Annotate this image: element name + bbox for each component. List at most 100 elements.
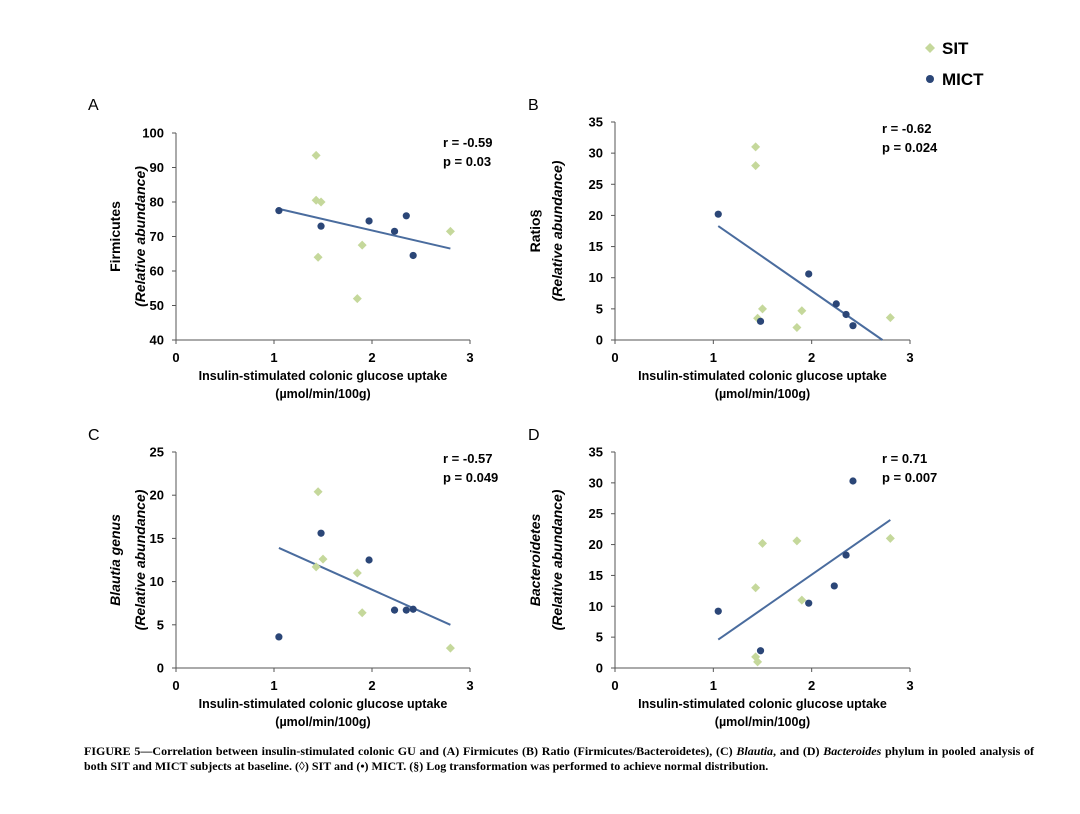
panel-d-fit-line xyxy=(717,519,891,641)
panel-c-point-mict xyxy=(402,606,410,614)
panel-a-y-tick-label: 100 xyxy=(142,126,164,141)
panel-a-point-mict xyxy=(365,217,373,225)
panel-b-point-mict xyxy=(832,300,840,308)
panel-d-y-title: Bacteroidetes xyxy=(527,513,543,606)
panel-d-point-mict xyxy=(830,582,838,590)
panel-c-y-tick-label: 10 xyxy=(150,574,164,589)
panel-d-y-tick-label: 20 xyxy=(589,537,603,552)
panel-b-y-title-sub: (Relative abundance) xyxy=(549,160,565,301)
panel-a-point-sit xyxy=(352,294,362,304)
panel-c-x-title: Insulin-stimulated colonic glucose uptak… xyxy=(199,697,448,711)
panel-c-point-sit xyxy=(352,568,362,578)
caption-bacteroides: Bacteroides xyxy=(823,744,882,758)
panel-a-x-tick-label: 0 xyxy=(172,350,179,365)
panel-a-fit-line xyxy=(278,207,451,250)
panel-b-point-mict xyxy=(842,310,850,319)
panel-d-letter: D xyxy=(528,427,540,444)
panel-c-y-tick-label: 25 xyxy=(150,445,164,460)
panel-b-point-sit xyxy=(758,304,767,314)
figure-caption: FIGURE 5—Correlation between insulin-sti… xyxy=(84,744,1034,774)
panel-d-point-mict xyxy=(842,551,850,559)
panel-d-point-sit xyxy=(753,657,763,667)
panel-a-y-title-sub: (Relative abundance) xyxy=(132,166,148,307)
panel-c-y-tick-label: 5 xyxy=(157,617,164,632)
panel-b-point-sit xyxy=(792,323,802,333)
panel-c-point-sit xyxy=(445,643,455,653)
panel-a-y-tick-label: 40 xyxy=(150,333,164,348)
panel-c-x-tick-label: 1 xyxy=(270,678,277,693)
panel-b-point-sit xyxy=(751,161,761,171)
panel-c-fit-line xyxy=(278,546,451,626)
panel-b-y-tick-label: 5 xyxy=(596,301,603,316)
panel-b-y-tick-label: 10 xyxy=(589,270,603,285)
panel-c-y-tick-label: 0 xyxy=(157,661,164,676)
panel-b-point-mict xyxy=(756,317,765,325)
panel-d-point-sit xyxy=(758,538,767,548)
panel-b-x-title-unit: (µmol/min/100g) xyxy=(715,387,810,401)
panel-b-point-sit xyxy=(797,306,807,316)
panel-c-point-mict xyxy=(275,633,283,641)
panel-c-stat-r: r = -0.57 xyxy=(443,451,493,466)
panel-c-point-sit xyxy=(318,554,328,564)
legend-label-sit: SIT xyxy=(942,39,969,58)
panel-a-y-tick-label: 70 xyxy=(150,229,164,244)
panel-a-point-sit xyxy=(316,197,326,207)
panel-b-x-tick-label: 1 xyxy=(710,350,717,365)
panel-d-stat-p: p = 0.007 xyxy=(882,470,937,485)
panel-a-point-mict xyxy=(390,227,399,235)
panel-a-x-tick-label: 3 xyxy=(466,350,473,365)
legend-marker-sit xyxy=(925,43,935,53)
panel-a-letter: A xyxy=(88,97,99,114)
panel-b-fit-line xyxy=(717,225,884,341)
panel-b-y-tick-label: 35 xyxy=(589,115,603,130)
panel-d-y-tick-label: 30 xyxy=(589,475,603,490)
panel-b-y-tick-label: 25 xyxy=(589,177,603,192)
legend-marker-mict xyxy=(926,75,934,83)
panel-a-point-mict xyxy=(402,212,410,220)
panel-d-point-sit xyxy=(792,536,802,546)
panel-c-stat-p: p = 0.049 xyxy=(443,470,498,485)
panel-d-point-sit xyxy=(885,533,895,543)
panel-a-x-tick-label: 1 xyxy=(270,350,277,365)
legend-label-mict: MICT xyxy=(942,70,984,89)
panel-b-x-tick-label: 3 xyxy=(906,350,913,365)
panel-a-y-title: Firmicutes xyxy=(107,201,123,272)
panel-a-point-sit xyxy=(357,240,367,250)
panel-b-point-sit xyxy=(885,313,895,323)
panel-c-point-sit xyxy=(357,608,367,618)
panel-c-point-mict xyxy=(365,556,373,564)
panel-c-point-mict xyxy=(409,605,417,613)
panel-a-x-title-unit: (µmol/min/100g) xyxy=(275,387,370,401)
panel-d-y-tick-label: 35 xyxy=(589,445,603,460)
panel-b-x-title: Insulin-stimulated colonic glucose uptak… xyxy=(638,369,887,383)
panel-b-stat-p: p = 0.024 xyxy=(882,140,938,155)
panel-c-y-tick-label: 20 xyxy=(150,488,164,503)
panel-b-y-tick-label: 0 xyxy=(596,333,603,348)
panel-b-x-tick-label: 0 xyxy=(611,350,618,365)
panel-b-y-tick-label: 20 xyxy=(589,208,603,223)
caption-suffix: phylum in pooled analysis of both SIT an… xyxy=(84,744,1034,773)
panel-a-y-tick-label: 60 xyxy=(150,264,164,279)
panel-c-x-tick-label: 2 xyxy=(368,678,375,693)
panel-d-x-tick-label: 0 xyxy=(611,678,618,693)
panel-c-x-tick-label: 3 xyxy=(466,678,473,693)
panel-a-point-sit xyxy=(445,226,455,236)
panel-d-point-sit xyxy=(797,595,807,605)
panel-b-point-mict xyxy=(714,210,722,218)
panel-d-x-tick-label: 3 xyxy=(906,678,913,693)
panel-d-point-mict xyxy=(805,599,813,607)
panel-d-point-mict xyxy=(714,607,722,615)
panel-c-point-mict xyxy=(317,529,325,537)
panel-a-y-tick-label: 80 xyxy=(150,195,164,210)
panel-a-point-sit xyxy=(313,252,323,262)
caption-prefix: FIGURE 5—Correlation between insulin-sti… xyxy=(84,744,737,758)
panel-d-x-tick-label: 2 xyxy=(808,678,815,693)
panel-d-y-tick-label: 0 xyxy=(596,661,603,676)
panel-d-x-tick-label: 1 xyxy=(710,678,717,693)
panel-a-x-tick-label: 2 xyxy=(368,350,375,365)
panel-d-point-mict xyxy=(756,647,765,655)
panel-d-stat-r: r = 0.71 xyxy=(882,451,927,466)
panel-d-point-mict xyxy=(849,477,857,485)
panel-a-point-mict xyxy=(317,222,325,230)
